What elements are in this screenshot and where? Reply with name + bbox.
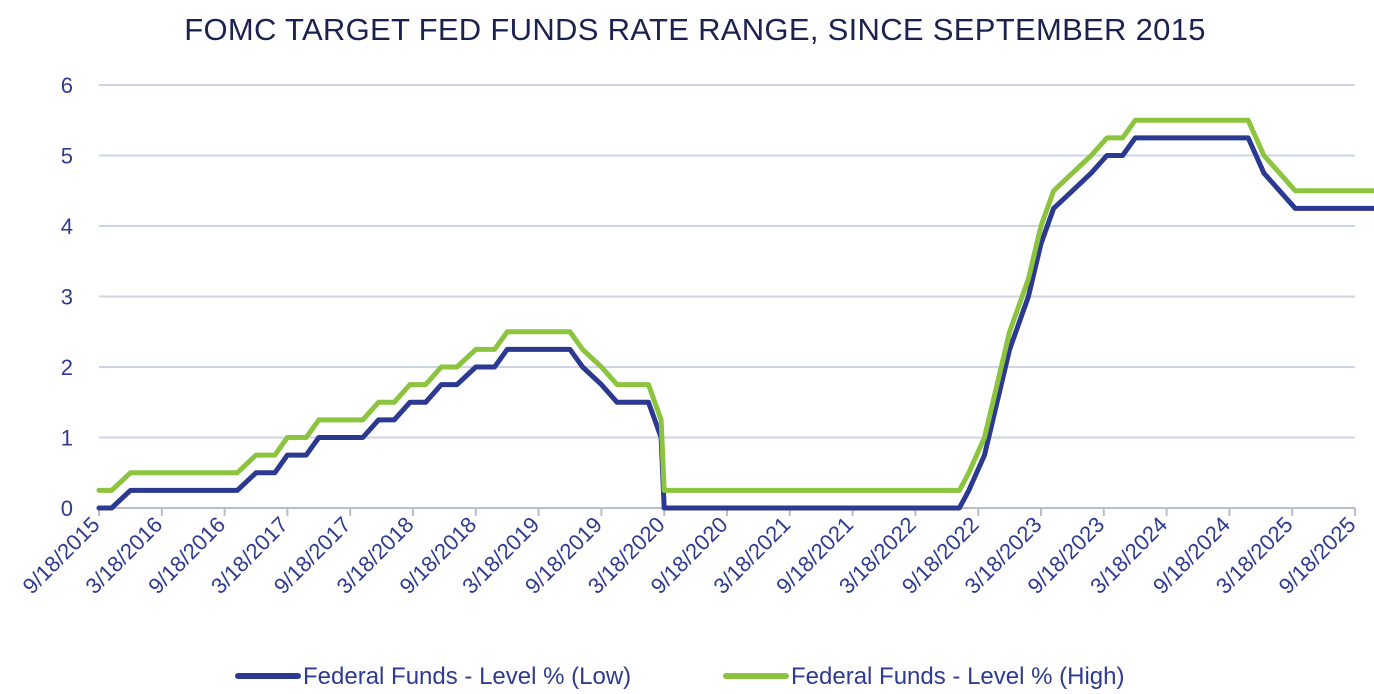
y-tick-label: 5 xyxy=(61,144,73,169)
y-tick-label: 2 xyxy=(61,355,73,380)
series-lines xyxy=(96,117,1374,511)
y-axis-tick-labels: 0 1 2 3 4 5 6 xyxy=(61,73,73,521)
y-tick-label: 3 xyxy=(61,285,73,310)
gridlines xyxy=(98,84,1356,516)
y-tick-label: 4 xyxy=(61,214,73,239)
legend-label-high: Federal Funds - Level % (High) xyxy=(791,663,1124,690)
x-axis-tick-labels: 9/18/20153/18/20169/18/20163/18/20179/18… xyxy=(18,512,1361,599)
y-tick-label: 1 xyxy=(61,426,73,451)
series-line-high xyxy=(96,117,1374,493)
y-tick-label: 0 xyxy=(61,496,73,521)
series-line-low xyxy=(96,135,1374,511)
legend-label-low: Federal Funds - Level % (Low) xyxy=(303,663,631,690)
legend: Federal Funds - Level % (Low) Federal Fu… xyxy=(235,663,1124,690)
y-tick-label: 6 xyxy=(61,73,73,98)
chart-title: FOMC TARGET FED FUNDS RATE RANGE, SINCE … xyxy=(184,12,1206,47)
